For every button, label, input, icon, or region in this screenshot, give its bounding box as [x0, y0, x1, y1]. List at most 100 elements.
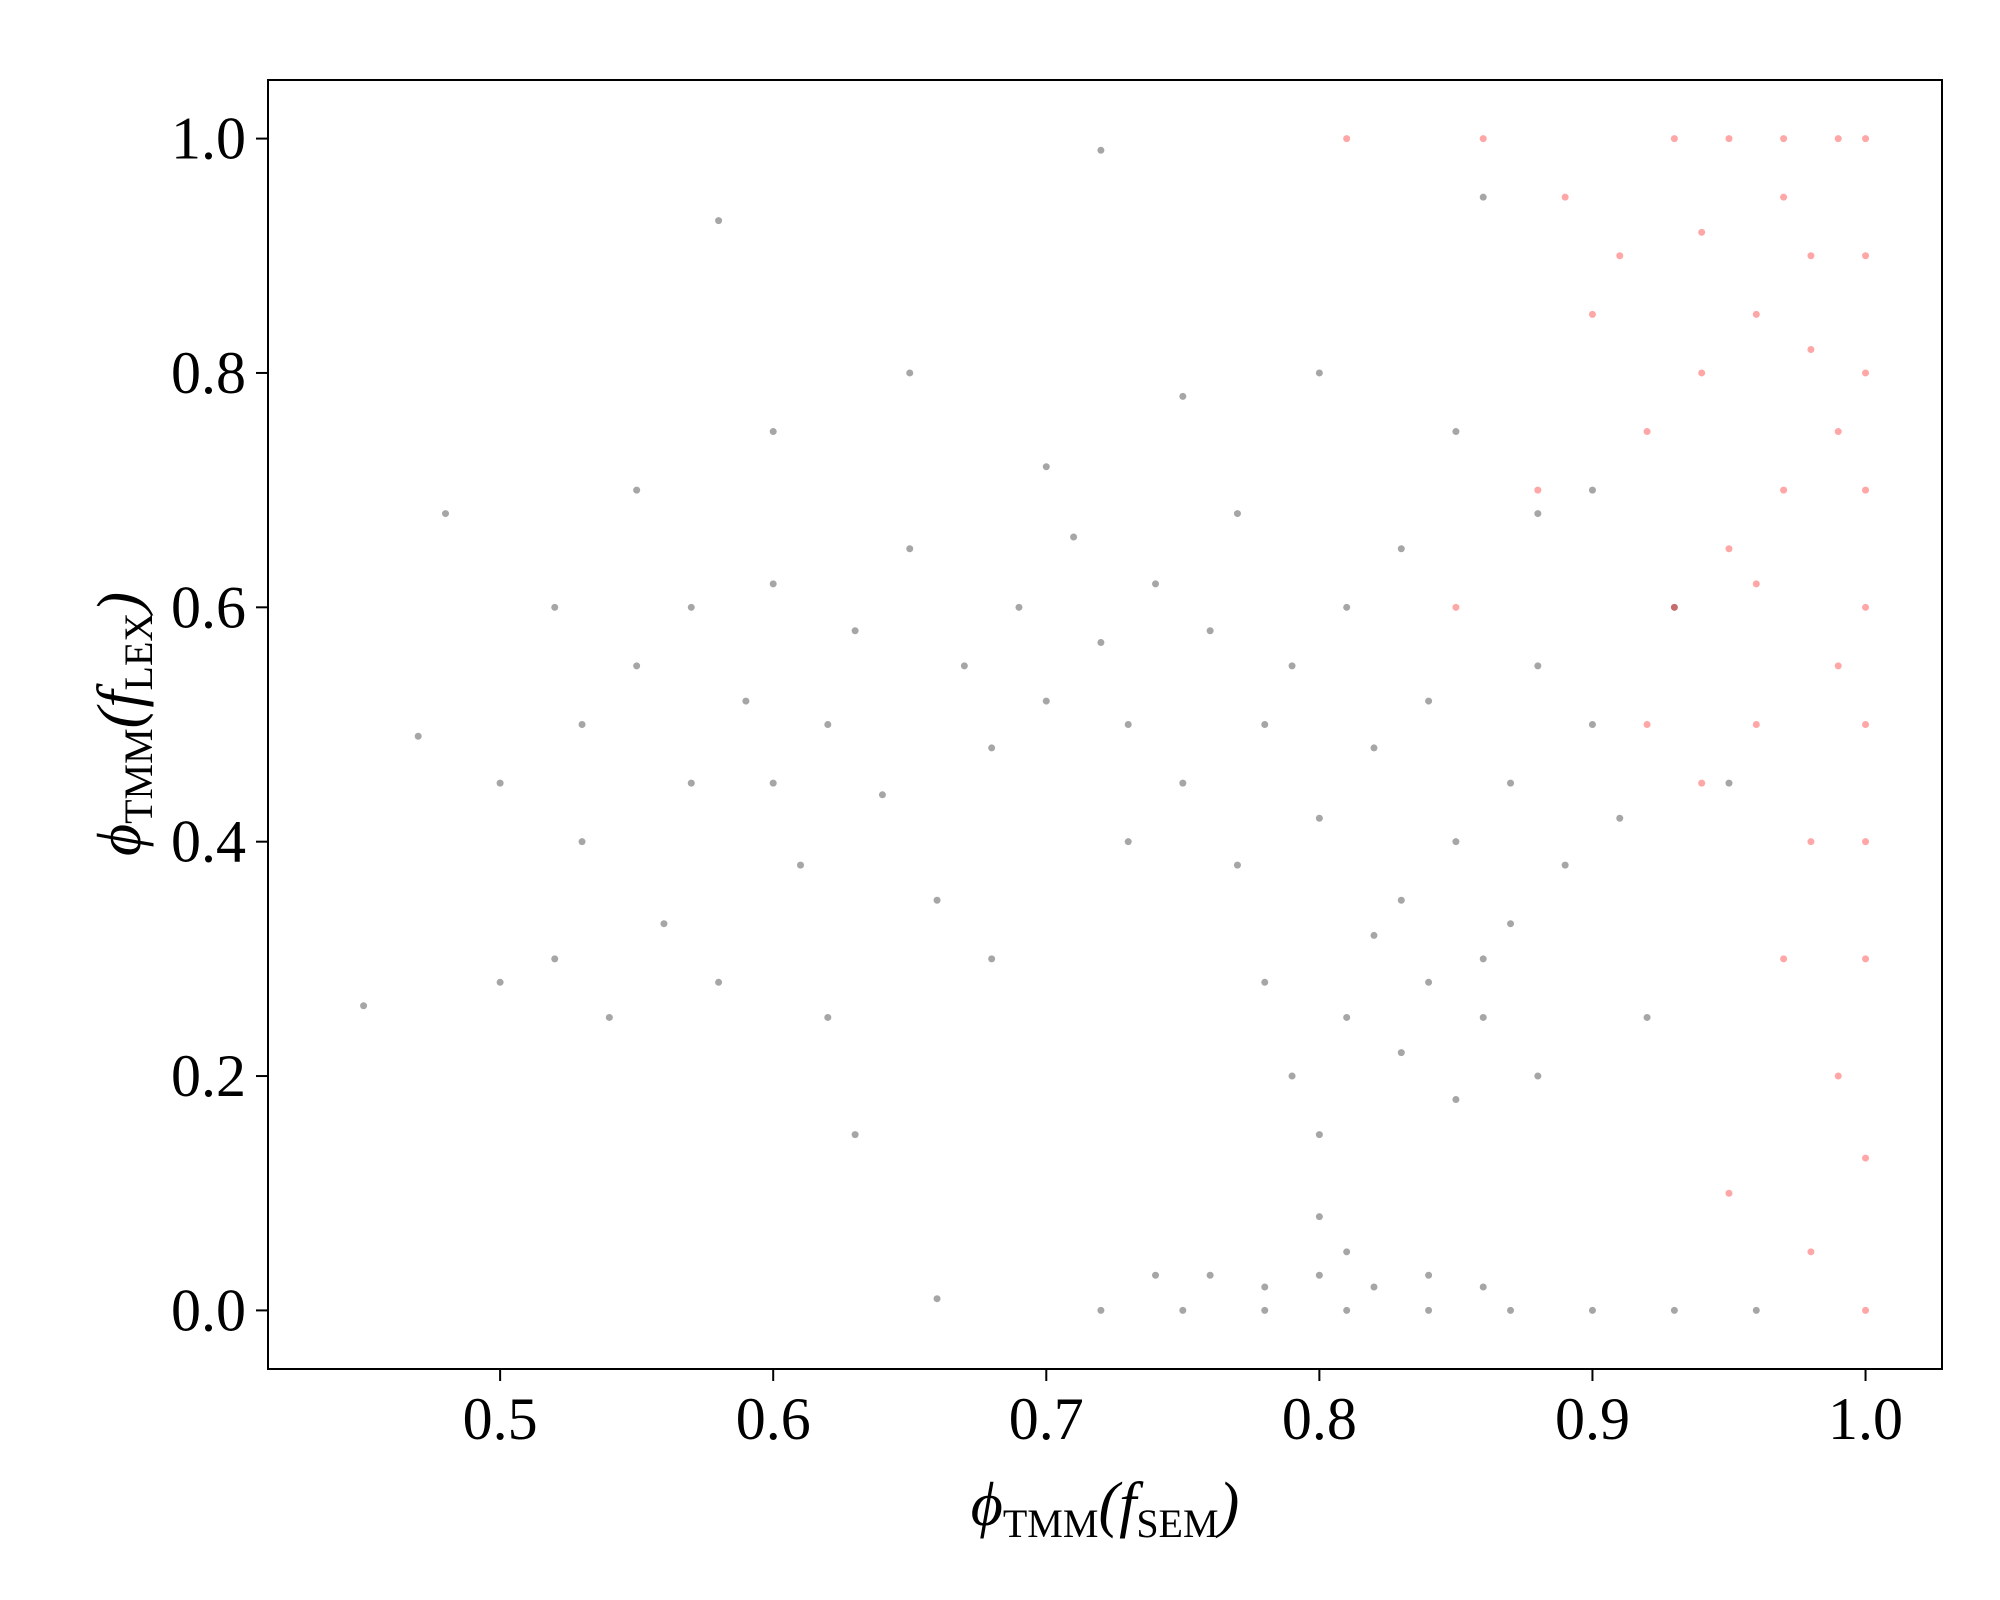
point [1698, 779, 1706, 787]
point [1807, 346, 1815, 354]
point [1534, 1072, 1542, 1080]
point [851, 1131, 859, 1139]
point [1862, 955, 1870, 963]
point [769, 580, 777, 588]
point [1807, 838, 1815, 846]
point [1752, 721, 1760, 728]
point [1534, 486, 1542, 494]
ylabel-part: ) [86, 592, 154, 616]
point [496, 978, 504, 986]
point [1343, 1248, 1351, 1256]
point [742, 697, 750, 705]
point [988, 955, 996, 963]
point [1206, 1271, 1214, 1279]
point [1862, 135, 1870, 143]
point [1670, 603, 1678, 611]
point [687, 779, 695, 787]
point [1397, 545, 1405, 553]
point [1752, 1306, 1760, 1314]
xlabel-part: ϕ [971, 1471, 1003, 1539]
point [1315, 1213, 1323, 1221]
points [360, 135, 1870, 1314]
point [1862, 603, 1870, 611]
point [1670, 135, 1678, 143]
point [1725, 545, 1733, 553]
point [1862, 252, 1870, 260]
point [1752, 580, 1760, 588]
point [1643, 428, 1651, 436]
point [1725, 135, 1733, 143]
point [1261, 978, 1269, 986]
point [1534, 662, 1542, 670]
point [1698, 228, 1706, 236]
point [578, 721, 586, 728]
point [1670, 1306, 1678, 1314]
point [414, 732, 422, 740]
point [1561, 193, 1569, 201]
point [1288, 662, 1296, 670]
ylabel-part: LEX [116, 613, 161, 691]
point [1862, 721, 1870, 728]
point [1588, 486, 1596, 494]
point [1834, 662, 1842, 670]
y-tick-label: 0.8 [171, 340, 246, 406]
point [769, 779, 777, 787]
point [1261, 1283, 1269, 1291]
point [851, 627, 859, 635]
point [1862, 1154, 1870, 1162]
point [1425, 1306, 1433, 1314]
point [578, 838, 586, 846]
point [1261, 1306, 1269, 1314]
point [1343, 603, 1351, 611]
point [1452, 603, 1460, 611]
point [1616, 814, 1624, 822]
y-tick-label: 0.0 [171, 1277, 246, 1343]
point [1479, 135, 1487, 143]
point [1370, 744, 1378, 752]
x-axis-label: ϕTMM(fSEM) [971, 1471, 1239, 1546]
point [1588, 721, 1596, 728]
point [1643, 721, 1651, 728]
point [1834, 1072, 1842, 1080]
point [1452, 428, 1460, 436]
point [1206, 627, 1214, 635]
point [1780, 193, 1788, 201]
point [1179, 1306, 1187, 1314]
point [1670, 603, 1678, 611]
point [1807, 1248, 1815, 1256]
point [1015, 603, 1023, 611]
ylabel-part: ϕ [86, 824, 154, 856]
point [1862, 1306, 1870, 1314]
point [1397, 1049, 1405, 1057]
point [1725, 779, 1733, 787]
xlabel-part: SEM [1136, 1501, 1218, 1546]
point [715, 978, 723, 986]
y-tick-label: 0.6 [171, 574, 246, 640]
x-tick-label: 0.8 [1282, 1386, 1357, 1452]
ylabel-part: TMM [116, 728, 161, 824]
y-tick-label: 0.2 [171, 1043, 246, 1109]
point [1807, 252, 1815, 260]
point [933, 896, 941, 904]
point [1643, 1013, 1651, 1021]
point [1862, 486, 1870, 494]
y-tick-label: 1.0 [171, 106, 246, 172]
point [1561, 861, 1569, 869]
y-axis-label: ϕTMM(fLEX) [86, 592, 161, 856]
point [906, 545, 914, 553]
x-tick-label: 0.7 [1009, 1386, 1084, 1452]
point [960, 662, 968, 670]
point [1479, 955, 1487, 963]
point [605, 1013, 613, 1021]
point [1343, 1306, 1351, 1314]
point [1152, 580, 1160, 588]
point [1370, 1283, 1378, 1291]
point [1397, 896, 1405, 904]
point [551, 603, 559, 611]
point [1097, 638, 1105, 646]
point [442, 510, 450, 518]
point [1042, 697, 1050, 705]
xlabel-part: ) [1216, 1471, 1240, 1539]
point [1179, 392, 1187, 400]
y-tick-label: 0.4 [171, 809, 246, 875]
